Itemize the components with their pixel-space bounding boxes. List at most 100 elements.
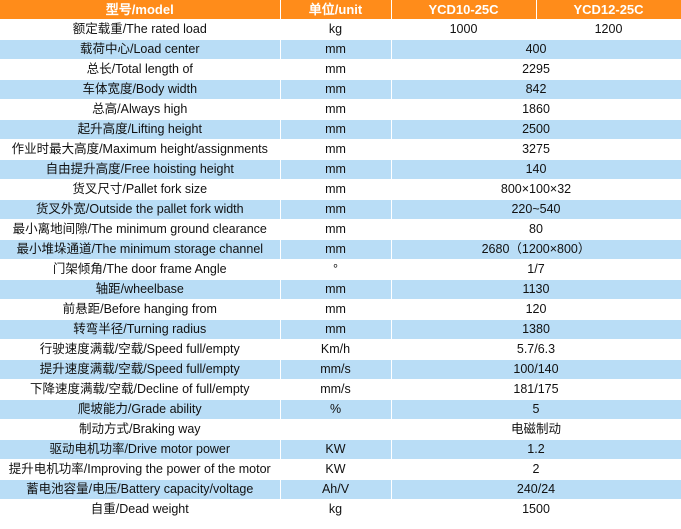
table-row: 货叉尺寸/Pallet fork size mm 800×100×32 [0, 179, 681, 200]
table-row: 轴距/wheelbase mm 1130 [0, 279, 681, 300]
row-value: 1380 [391, 319, 681, 340]
row-label: 下降速度满载/空载/Decline of full/empty [0, 379, 281, 400]
row-unit: Km/h [280, 339, 392, 360]
row-label: 行驶速度满载/空载/Speed full/empty [0, 339, 281, 360]
header-unit: 单位/unit [280, 0, 392, 20]
row-unit: mm [280, 159, 392, 180]
row-value-model-2: 1200 [536, 19, 681, 40]
row-value: 2 [391, 459, 681, 480]
table-row: 驱动电机功率/Drive motor power KW 1.2 [0, 439, 681, 460]
row-value: 140 [391, 159, 681, 180]
row-unit: mm [280, 319, 392, 340]
row-unit: KW [280, 459, 392, 480]
row-label: 载荷中心/Load center [0, 39, 281, 60]
row-value: 181/175 [391, 379, 681, 400]
row-unit: % [280, 399, 392, 420]
table-row: 自重/Dead weight kg 1500 [0, 499, 681, 520]
row-value: 400 [391, 39, 681, 60]
row-label: 蓄电池容量/电压/Battery capacity/voltage [0, 479, 281, 500]
table-row: 自由提升高度/Free hoisting height mm 140 [0, 159, 681, 180]
row-value: 100/140 [391, 359, 681, 380]
row-value: 1.2 [391, 439, 681, 460]
row-label: 作业时最大高度/Maximum height/assignments [0, 139, 281, 160]
row-unit: kg [280, 499, 392, 520]
row-label: 总长/Total length of [0, 59, 281, 80]
row-unit: mm [280, 139, 392, 160]
table-row: 蓄电池容量/电压/Battery capacity/voltage Ah/V 240… [0, 479, 681, 500]
table-row: 起升高度/Lifting height mm 2500 [0, 119, 681, 140]
row-label: 额定载重/The rated load [0, 19, 281, 40]
row-label: 货叉尺寸/Pallet fork size [0, 179, 281, 200]
table-row: 最小离地间隙/The minimum ground clearance mm 80 [0, 219, 681, 240]
table-row: 转弯半径/Turning radius mm 1380 [0, 319, 681, 340]
table-row: 下降速度满载/空载/Decline of full/empty mm/s 181/1… [0, 379, 681, 400]
row-label: 前悬距/Before hanging from [0, 299, 281, 320]
row-value: 电磁制动 [391, 419, 681, 440]
spec-body: 额定载重/The rated load kg 1000 1200 载荷中心/Load c… [0, 19, 681, 520]
row-label: 车体宽度/Body width [0, 79, 281, 100]
table-row: 作业时最大高度/Maximum height/assignments mm 3275 [0, 139, 681, 160]
table-row: 前悬距/Before hanging from mm 120 [0, 299, 681, 320]
table-row: 提升电机功率/Improving the power of the motor K… [0, 459, 681, 480]
row-label: 总高/Always high [0, 99, 281, 120]
row-unit: mm/s [280, 379, 392, 400]
row-label: 门架倾角/The door frame Angle [0, 259, 281, 280]
row-value: 1860 [391, 99, 681, 120]
row-value: 2680（1200×800） [391, 239, 681, 260]
row-unit: mm [280, 199, 392, 220]
row-label: 最小堆垛通道/The minimum storage channel [0, 239, 281, 260]
row-label: 爬坡能力/Grade ability [0, 399, 281, 420]
row-label: 制动方式/Braking way [0, 419, 281, 440]
row-label: 驱动电机功率/Drive motor power [0, 439, 281, 460]
row-unit: mm [280, 279, 392, 300]
row-value-model-1: 1000 [391, 19, 537, 40]
row-label: 最小离地间隙/The minimum ground clearance [0, 219, 281, 240]
row-value: 2295 [391, 59, 681, 80]
row-unit: KW [280, 439, 392, 460]
header-model: 型号/model [0, 0, 281, 20]
row-value: 80 [391, 219, 681, 240]
table-row: 载荷中心/Load center mm 400 [0, 39, 681, 60]
row-unit: mm [280, 179, 392, 200]
row-unit: mm [280, 99, 392, 120]
row-label: 提升速度满载/空载/Speed full/empty [0, 359, 281, 380]
row-label: 转弯半径/Turning radius [0, 319, 281, 340]
table-row: 最小堆垛通道/The minimum storage channel mm 2680… [0, 239, 681, 260]
row-label: 起升高度/Lifting height [0, 119, 281, 140]
table-row: 总长/Total length of mm 2295 [0, 59, 681, 80]
row-unit: mm [280, 219, 392, 240]
row-unit: ° [280, 259, 392, 280]
row-label: 自由提升高度/Free hoisting height [0, 159, 281, 180]
row-value: 240/24 [391, 479, 681, 500]
table-row: 总高/Always high mm 1860 [0, 99, 681, 120]
row-value: 3275 [391, 139, 681, 160]
table-row: 制动方式/Braking way 电磁制动 [0, 419, 681, 440]
row-label: 货叉外宽/Outside the pallet fork width [0, 199, 281, 220]
row-unit: mm [280, 39, 392, 60]
header-row: 型号/model 单位/unit YCD10-25C YCD12-25C [0, 0, 681, 20]
row-unit: kg [280, 19, 392, 40]
row-value: 220~540 [391, 199, 681, 220]
row-unit: mm [280, 299, 392, 320]
row-label: 自重/Dead weight [0, 499, 281, 520]
header-model-1: YCD10-25C [391, 0, 537, 20]
row-unit [280, 419, 392, 440]
row-unit: mm [280, 239, 392, 260]
row-value: 1130 [391, 279, 681, 300]
row-label: 轴距/wheelbase [0, 279, 281, 300]
table-row: 门架倾角/The door frame Angle ° 1/7 [0, 259, 681, 280]
table-row: 爬坡能力/Grade ability% 5 [0, 399, 681, 420]
table-row: 车体宽度/Body width mm 842 [0, 79, 681, 100]
row-unit: mm [280, 79, 392, 100]
row-value: 800×100×32 [391, 179, 681, 200]
row-label: 提升电机功率/Improving the power of the motor [0, 459, 281, 480]
row-value: 5.7/6.3 [391, 339, 681, 360]
row-value: 2500 [391, 119, 681, 140]
table-row: 额定载重/The rated load kg 1000 1200 [0, 19, 681, 40]
header-model-2: YCD12-25C [536, 0, 681, 20]
table-row: 货叉外宽/Outside the pallet fork width mm 220~… [0, 199, 681, 220]
row-value: 1500 [391, 499, 681, 520]
row-value: 5 [391, 399, 681, 420]
row-value: 1/7 [391, 259, 681, 280]
